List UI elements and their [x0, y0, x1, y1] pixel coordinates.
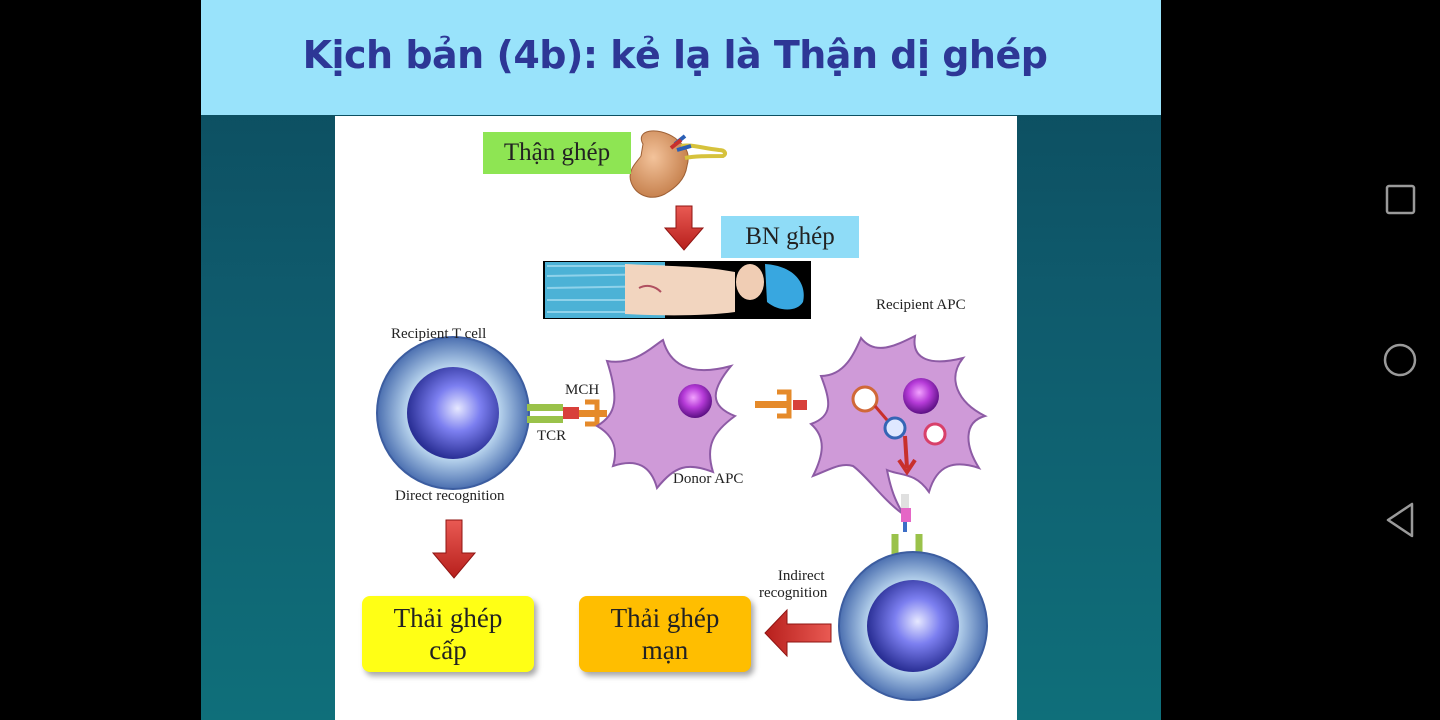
recipient-t-cell-label: Recipient T cell [391, 326, 487, 342]
back-triangle-icon[interactable] [1380, 500, 1420, 540]
arrow-direct-to-acute [431, 519, 477, 579]
recents-square-icon[interactable] [1380, 180, 1420, 220]
donor-apc-label: Donor APC [673, 471, 744, 487]
kidney-graft-label: Thận ghép [483, 132, 631, 174]
slide-title: Kịch bản (4b): kẻ lạ là Thận dị ghép [302, 33, 1048, 77]
arrow-kidney-to-patient [663, 205, 705, 251]
tcr-mhc-connector [527, 399, 607, 427]
apc-connector [755, 389, 807, 419]
patient-icon [543, 261, 811, 319]
slide: Kịch bản (4b): kẻ lạ là Thận dị ghép [201, 0, 1161, 720]
direct-recognition-label: Direct recognition [395, 488, 505, 504]
recipient-apc-cell [809, 334, 988, 515]
indirect-connector [891, 494, 923, 556]
tcr-label: TCR [537, 428, 567, 444]
patient-label: BN ghép [721, 216, 859, 258]
recipient-apc-label: Recipient APC [876, 297, 966, 313]
diagram-figure: Thận ghép BN ghép Recipient T cell MCH T… [335, 116, 1017, 720]
acute-rejection-box: Thải ghép cấp [362, 596, 534, 672]
chronic-rejection-box: Thải ghép mạn [579, 596, 751, 672]
arrow-indirect-to-chronic [764, 608, 832, 658]
home-circle-icon[interactable] [1380, 340, 1420, 380]
slide-header: Kịch bản (4b): kẻ lạ là Thận dị ghép [201, 0, 1161, 115]
kidney-icon [629, 130, 728, 198]
diagram-graphics [376, 130, 988, 701]
mch-label: MCH [565, 382, 600, 398]
recipient-t-cell-indirect [838, 551, 988, 701]
donor-apc-cell [595, 338, 738, 491]
recipient-t-cell [376, 336, 530, 490]
indirect-recognition-label: Indirect recognition [759, 568, 828, 601]
